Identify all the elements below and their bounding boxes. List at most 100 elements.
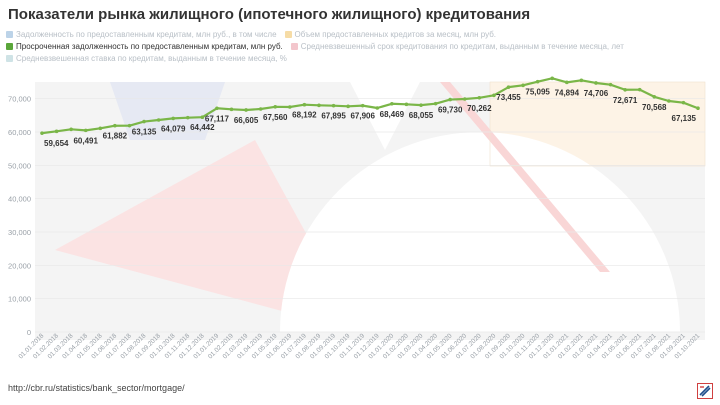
data-label: 68,192	[292, 111, 317, 120]
data-point[interactable]	[667, 99, 671, 103]
data-point[interactable]	[185, 115, 190, 120]
data-label: 69,730	[438, 106, 463, 115]
data-point[interactable]	[637, 87, 642, 92]
data-point[interactable]	[54, 129, 59, 134]
data-label: 72,671	[613, 96, 638, 105]
data-label: 67,560	[263, 113, 288, 122]
data-label: 61,882	[103, 132, 128, 141]
legend-item-3[interactable]: Просроченная задолженность по предоставл…	[6, 41, 283, 53]
legend-label: Просроченная задолженность по предоставл…	[16, 42, 283, 51]
data-point[interactable]	[171, 116, 175, 121]
data-point[interactable]	[390, 101, 394, 106]
data-point[interactable]	[623, 87, 627, 92]
logo-icon	[697, 383, 713, 399]
data-point[interactable]	[258, 107, 263, 111]
data-label: 74,894	[555, 88, 580, 97]
data-label: 67,135	[672, 114, 697, 123]
data-point[interactable]	[83, 128, 88, 133]
data-point[interactable]	[608, 82, 613, 87]
y-tick-label: 40,000	[8, 195, 31, 204]
data-point[interactable]	[477, 95, 482, 100]
data-label: 60,491	[73, 136, 98, 145]
data-label: 66,605	[234, 116, 259, 125]
data-label: 67,117	[205, 114, 230, 123]
y-tick-label: 30,000	[8, 228, 31, 237]
data-point[interactable]	[594, 81, 598, 85]
y-tick-label: 60,000	[8, 128, 31, 137]
data-label: 73,455	[496, 93, 521, 102]
data-point[interactable]	[69, 127, 73, 132]
data-point[interactable]	[550, 76, 555, 81]
data-point[interactable]	[419, 103, 423, 107]
legend-item-4[interactable]: Средневзвешенный срок кредитования по кр…	[290, 41, 624, 53]
line-chart: 0 10,000 20,000 30,000 40,000 50,000 60,000 70,…	[8, 76, 706, 360]
data-label: 70,568	[642, 103, 667, 112]
data-label: 67,906	[350, 112, 375, 121]
data-point[interactable]	[535, 79, 540, 84]
legend-item-5[interactable]: Средневзвешенная ставка по кредитам, выд…	[6, 53, 287, 65]
data-point[interactable]	[565, 80, 569, 85]
data-label: 68,469	[380, 110, 405, 119]
data-point[interactable]	[40, 131, 44, 135]
data-point[interactable]	[127, 123, 132, 128]
data-point[interactable]	[521, 83, 525, 88]
y-tick-label: 50,000	[8, 161, 31, 170]
legend-swatch	[6, 31, 13, 38]
y-axis: 0 10,000 20,000 30,000 40,000 50,000 60,000 70,…	[8, 95, 31, 337]
data-point[interactable]	[448, 97, 452, 102]
gridlines	[35, 98, 705, 333]
series-line	[41, 77, 699, 135]
legend-label: Средневзвешенный срок кредитования по кр…	[300, 42, 624, 51]
data-point[interactable]	[404, 102, 409, 107]
data-point[interactable]	[288, 105, 292, 109]
data-point[interactable]	[215, 106, 219, 111]
data-point[interactable]	[360, 103, 365, 108]
data-label: 64,442	[190, 123, 215, 132]
legend-item-1[interactable]: Задолженность по предоставленным кредита…	[6, 29, 277, 41]
y-tick-label: 70,000	[8, 95, 31, 104]
data-label: 64,079	[161, 124, 186, 133]
data-point[interactable]	[317, 103, 321, 108]
data-point[interactable]	[462, 97, 467, 101]
data-point[interactable]	[113, 123, 117, 128]
y-tick-label: 10,000	[8, 295, 31, 304]
y-tick-label: 20,000	[8, 261, 31, 270]
legend-swatch	[6, 43, 13, 50]
y-tick-label: 0	[27, 328, 31, 337]
data-point[interactable]	[142, 119, 146, 124]
data-point[interactable]	[696, 106, 700, 111]
legend-swatch	[290, 43, 298, 50]
data-label: 63,135	[132, 128, 157, 137]
data-point[interactable]	[652, 94, 657, 99]
source-url[interactable]: http://cbr.ru/statistics/bank_sector/mor…	[8, 383, 185, 393]
data-point[interactable]	[579, 78, 584, 83]
legend-label: Объем предоставленных кредитов за месяц,…	[294, 30, 496, 39]
data-point[interactable]	[492, 93, 496, 98]
data-point[interactable]	[375, 106, 380, 110]
data-label: 75,095	[525, 88, 550, 97]
legend-swatch	[6, 55, 13, 62]
data-point[interactable]	[156, 118, 161, 122]
data-point[interactable]	[98, 126, 103, 131]
legend-label: Средневзвешенная ставка по кредитам, выд…	[16, 54, 287, 63]
series-overdue-debt	[40, 76, 700, 135]
data-point[interactable]	[331, 103, 336, 108]
data-point[interactable]	[273, 105, 278, 109]
legend-item-2[interactable]: Объем предоставленных кредитов за месяц,…	[284, 29, 496, 41]
data-label: 70,262	[467, 104, 492, 113]
legend-swatch	[284, 31, 292, 38]
data-point[interactable]	[200, 115, 205, 119]
data-point[interactable]	[302, 102, 307, 107]
data-point[interactable]	[506, 85, 511, 89]
data-point[interactable]	[681, 100, 686, 105]
data-label: 59,654	[44, 139, 69, 148]
data-label: 74,706	[584, 89, 609, 98]
chart-title: Показатели рынка жилищного (ипотечного ж…	[8, 6, 531, 23]
legend-label: Задолженность по предоставленным кредита…	[16, 30, 277, 39]
data-point[interactable]	[346, 104, 350, 109]
data-point[interactable]	[433, 101, 438, 106]
data-point[interactable]	[244, 108, 248, 112]
data-point[interactable]	[229, 107, 234, 112]
background-decoration	[35, 81, 706, 340]
